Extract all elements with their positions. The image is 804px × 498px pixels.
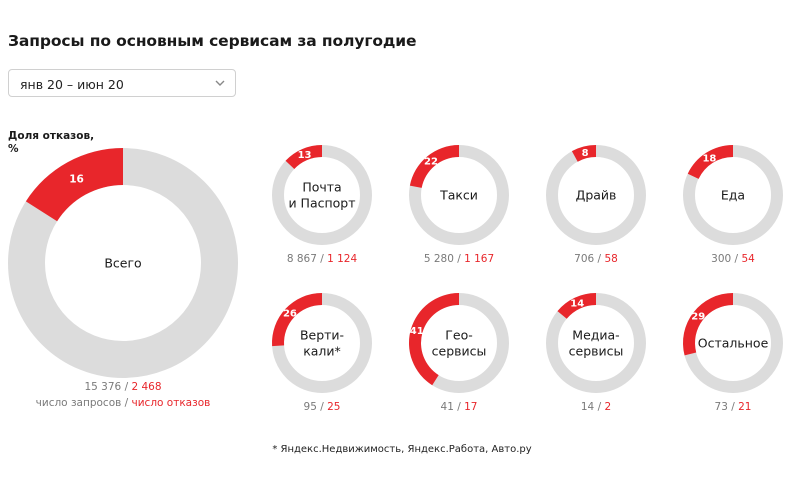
donut-геосервисы: 41 Гео-сервисы bbox=[408, 293, 509, 393]
counts-вертикали: 95 / 25 bbox=[262, 401, 382, 413]
total-counts: 15 376 / 2 468 bbox=[0, 381, 246, 393]
donut-center-label: Медиа- bbox=[572, 328, 619, 343]
refusals-count: 54 bbox=[741, 253, 755, 265]
counts-separator: / bbox=[731, 253, 742, 265]
refusals-count: 25 bbox=[327, 401, 341, 413]
donut-остальное: 29 Остальное bbox=[683, 293, 783, 393]
counts-separator: / bbox=[453, 401, 465, 413]
refusal-segment bbox=[408, 293, 459, 386]
refusal-segment bbox=[683, 293, 733, 356]
counts-separator: / bbox=[453, 253, 465, 265]
chevron-down-icon bbox=[215, 80, 225, 86]
refusal-segment bbox=[285, 145, 322, 169]
refusal-share-value: 13 bbox=[298, 150, 312, 161]
total-separator: / bbox=[121, 381, 132, 393]
refusals-count: 58 bbox=[604, 253, 618, 265]
requests-count: 41 bbox=[440, 401, 454, 413]
refusal-share-value: 26 bbox=[283, 308, 297, 319]
donut-center-label: и Паспорт bbox=[288, 196, 355, 211]
counts-separator: / bbox=[594, 401, 605, 413]
refusal-share-value: 8 bbox=[582, 148, 589, 159]
legend-separator: / bbox=[121, 397, 132, 409]
page-title: Запросы по основным сервисам за полугоди… bbox=[8, 32, 417, 50]
counts-separator: / bbox=[316, 401, 328, 413]
donut-center-label: Остальное bbox=[698, 336, 769, 351]
legend-requests: число запросов bbox=[35, 397, 122, 409]
refusal-segment bbox=[557, 293, 596, 319]
requests-count: 706 bbox=[574, 253, 595, 265]
donut-center-label: сервисы bbox=[569, 344, 624, 359]
refusal-share-value: 16 bbox=[69, 173, 84, 185]
counts-такси: 5 280 / 1 167 bbox=[399, 253, 519, 265]
refusal-segment bbox=[25, 148, 123, 222]
donut-еда: 18 Еда bbox=[683, 145, 783, 245]
refusals-count: 21 bbox=[738, 401, 752, 413]
counts-separator: / bbox=[316, 253, 328, 265]
period-select[interactable]: янв 20 – июн 20 bbox=[8, 69, 236, 97]
donut-center-label: Драйв bbox=[576, 188, 617, 203]
requests-count: 73 bbox=[714, 401, 728, 413]
refusal-segment bbox=[571, 145, 596, 162]
donut-center-label: Гео- bbox=[445, 328, 472, 343]
refusal-share-label: Доля отказов, % bbox=[8, 130, 95, 155]
requests-count: 5 280 bbox=[423, 253, 454, 265]
donut-center-label: Еда bbox=[721, 188, 745, 203]
counts-медиасервисы: 14 / 2 bbox=[536, 401, 656, 413]
counts-еда: 300 / 54 bbox=[673, 253, 793, 265]
counts-почта-и-паспорт: 8 867 / 1 124 bbox=[262, 253, 382, 265]
period-select-value: янв 20 – июн 20 bbox=[20, 77, 124, 92]
refusal-share-value: 22 bbox=[424, 157, 438, 168]
donut-драйв: 8 Драйв bbox=[546, 145, 646, 245]
refusal-share-value: 29 bbox=[691, 312, 705, 323]
donut-всего: 16 Всего bbox=[8, 148, 238, 378]
donut-center-label: Верти- bbox=[300, 328, 344, 343]
counts-legend: число запросов / число отказов bbox=[0, 397, 246, 409]
legend-refusals: число отказов bbox=[131, 397, 211, 409]
refusals-count: 1 124 bbox=[327, 253, 358, 265]
donut-center-label: Почта bbox=[302, 180, 341, 195]
total-requests: 15 376 bbox=[84, 381, 122, 393]
counts-separator: / bbox=[594, 253, 605, 265]
requests-count: 300 bbox=[711, 253, 732, 265]
refusals-count: 17 bbox=[464, 401, 478, 413]
footnote: * Яндекс.Недвижимость, Яндекс.Работа, Ав… bbox=[272, 444, 532, 455]
total-refusals: 2 468 bbox=[131, 381, 162, 393]
requests-count: 95 bbox=[303, 401, 317, 413]
refusal-segment bbox=[272, 293, 322, 347]
refusal-share-value: 41 bbox=[410, 326, 424, 337]
counts-separator: / bbox=[727, 401, 739, 413]
donut-медиасервисы: 14 Медиа-сервисы bbox=[546, 293, 646, 393]
counts-драйв: 706 / 58 bbox=[536, 253, 656, 265]
donut-center-label: сервисы bbox=[432, 344, 487, 359]
counts-остальное: 73 / 21 bbox=[673, 401, 793, 413]
requests-count: 14 bbox=[580, 401, 595, 413]
donut-center-label: Всего bbox=[104, 256, 141, 271]
refusals-count: 1 167 bbox=[464, 253, 495, 265]
requests-count: 8 867 bbox=[286, 253, 317, 265]
donut-center-label: кали* bbox=[303, 344, 341, 359]
donut-такси: 22 Такси bbox=[409, 145, 509, 245]
counts-геосервисы: 41 / 17 bbox=[399, 401, 519, 413]
refusal-share-value: 14 bbox=[570, 299, 584, 310]
refusal-share-value: 18 bbox=[702, 153, 716, 164]
refusals-count: 2 bbox=[604, 401, 612, 413]
refusal-segment bbox=[687, 145, 733, 179]
donut-center-label: Такси bbox=[439, 188, 478, 203]
refusal-segment bbox=[409, 145, 459, 188]
